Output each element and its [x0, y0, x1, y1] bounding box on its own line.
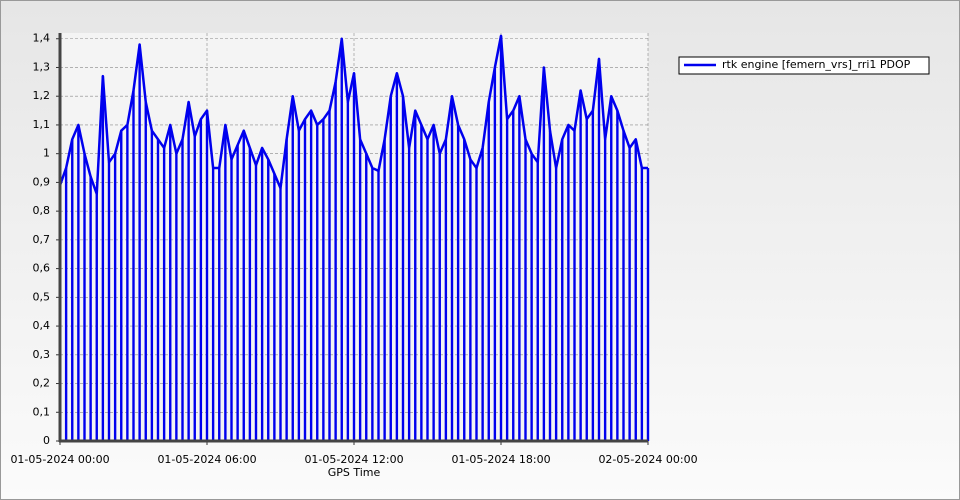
y-tick-label: 1,1	[33, 118, 51, 131]
legend-box	[678, 56, 930, 75]
x-tick-label: 01-05-2024 00:00	[10, 453, 109, 466]
y-tick-label: 0,2	[33, 377, 51, 390]
y-tick-label: 0	[43, 434, 50, 447]
x-tick-label: 01-05-2024 18:00	[451, 453, 550, 466]
y-tick-label: 0,1	[33, 405, 51, 418]
y-tick-label: 1	[43, 147, 50, 160]
y-tick-label: 1,2	[33, 89, 51, 102]
legend-label: rtk engine [femern_vrs]_rri1 PDOP	[722, 58, 911, 71]
x-axis-label: GPS Time	[328, 466, 381, 479]
x-tick-label: 01-05-2024 12:00	[304, 453, 403, 466]
y-tick-label: 0,8	[33, 204, 51, 217]
y-tick-label: 0,6	[33, 262, 51, 275]
y-tick-label: 0,7	[33, 233, 51, 246]
y-tick-label: 1,4	[33, 32, 51, 45]
y-tick-label: 0,9	[33, 175, 51, 188]
x-tick-label: 01-05-2024 06:00	[157, 453, 256, 466]
y-tick-label: 1,3	[33, 60, 51, 73]
y-tick-label: 0,4	[33, 319, 51, 332]
y-tick-label: 0,5	[33, 290, 51, 303]
y-tick-label: 0,3	[33, 348, 51, 361]
series-line	[58, 34, 648, 196]
x-tick-label: 02-05-2024 00:00	[598, 453, 697, 466]
